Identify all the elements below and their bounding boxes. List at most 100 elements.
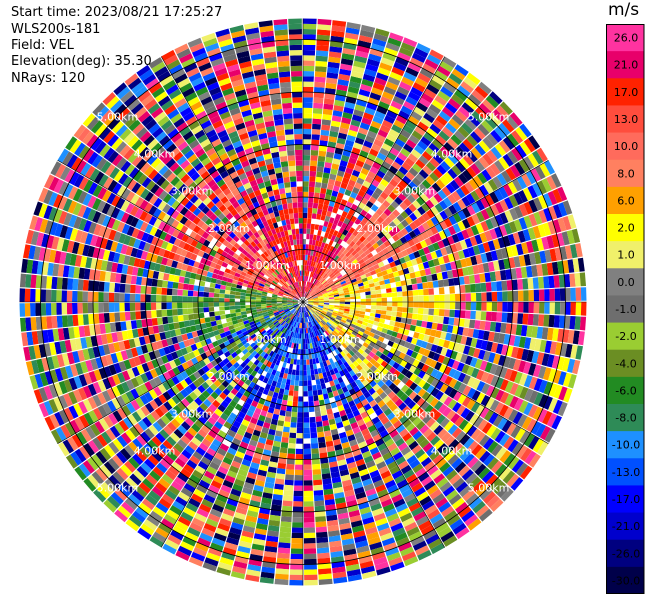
range-gate	[434, 95, 448, 106]
range-gate	[397, 86, 410, 96]
range-gate	[19, 288, 26, 302]
range-gate	[310, 432, 318, 439]
range-gate	[357, 249, 364, 256]
range-gate	[303, 18, 317, 25]
range-gate	[487, 457, 499, 470]
range-gate	[307, 385, 313, 392]
range-gate	[449, 302, 456, 310]
range-gate	[354, 55, 368, 64]
range-gate	[397, 192, 407, 202]
range-gate	[317, 308, 323, 312]
range-gate	[303, 165, 310, 171]
range-gate	[379, 493, 391, 503]
range-gate	[456, 362, 465, 372]
range-gate	[369, 399, 378, 408]
range-gate	[299, 380, 303, 386]
range-gate	[331, 285, 337, 290]
range-gate	[304, 328, 307, 334]
range-gate	[391, 161, 402, 170]
range-gate	[323, 220, 329, 227]
range-gate	[498, 355, 506, 367]
range-gate	[444, 386, 453, 396]
range-gate	[564, 315, 571, 329]
range-gate	[537, 224, 547, 238]
range-gate	[498, 122, 511, 136]
range-gate	[243, 482, 255, 490]
range-gate	[313, 102, 323, 109]
range-gate	[481, 120, 494, 133]
range-gate	[424, 58, 439, 70]
range-gate	[312, 305, 318, 308]
range-gate	[327, 311, 333, 315]
range-gate	[553, 315, 560, 328]
range-gate	[435, 249, 443, 258]
range-gate	[404, 273, 411, 280]
range-gate	[257, 517, 269, 525]
range-gate	[311, 443, 319, 449]
range-gate	[479, 320, 486, 330]
range-gate	[342, 335, 348, 341]
range-gate	[312, 108, 323, 114]
range-gate	[460, 407, 471, 419]
range-gate	[356, 132, 367, 140]
range-gate	[484, 409, 494, 422]
range-gate	[455, 446, 467, 458]
range-gate	[349, 515, 362, 523]
range-gate	[354, 307, 361, 311]
range-gate	[310, 290, 315, 295]
range-gate	[271, 499, 283, 506]
range-gate	[429, 397, 439, 408]
range-gate	[214, 288, 220, 294]
range-gate	[166, 295, 172, 302]
range-gate	[225, 285, 231, 291]
range-gate	[410, 111, 423, 121]
range-gate	[369, 148, 379, 157]
range-gate	[328, 239, 334, 246]
range-gate	[330, 125, 340, 133]
range-gate	[457, 221, 466, 231]
range-gate	[549, 341, 558, 355]
range-gate	[98, 313, 105, 324]
range-gate	[365, 437, 375, 446]
range-gate	[338, 187, 346, 194]
range-gate	[468, 346, 476, 357]
range-gate	[256, 442, 265, 450]
range-gate	[426, 431, 437, 442]
range-gate	[317, 306, 323, 310]
range-gate	[327, 328, 333, 334]
range-gate	[431, 273, 438, 281]
range-gate	[306, 359, 310, 365]
range-gate	[418, 295, 424, 302]
range-gate	[439, 61, 454, 73]
range-gate	[182, 308, 189, 315]
range-gate	[422, 246, 431, 255]
range-gate	[362, 478, 373, 487]
range-gate	[246, 510, 259, 518]
range-gate	[332, 337, 339, 343]
range-gate	[283, 490, 294, 496]
range-gate	[401, 367, 409, 376]
range-gate	[325, 286, 331, 290]
range-gate	[401, 346, 409, 354]
range-gate	[325, 262, 331, 268]
range-gate	[415, 339, 423, 347]
range-gate	[421, 275, 428, 283]
range-gate	[507, 181, 518, 194]
range-gate	[98, 302, 104, 313]
range-gate	[477, 172, 488, 184]
range-gate	[378, 527, 392, 537]
range-gate	[289, 427, 297, 434]
range-gate	[471, 213, 481, 225]
range-gate	[557, 328, 565, 342]
range-gate	[350, 302, 356, 305]
range-gate	[317, 263, 322, 270]
range-gate	[358, 441, 368, 449]
range-gate	[203, 302, 209, 308]
range-gate	[396, 311, 403, 318]
range-gate	[466, 399, 476, 410]
range-gate	[498, 259, 506, 270]
range-gate	[399, 415, 409, 424]
range-gate	[219, 310, 226, 316]
range-gate	[332, 230, 339, 237]
range-gate	[451, 165, 462, 176]
